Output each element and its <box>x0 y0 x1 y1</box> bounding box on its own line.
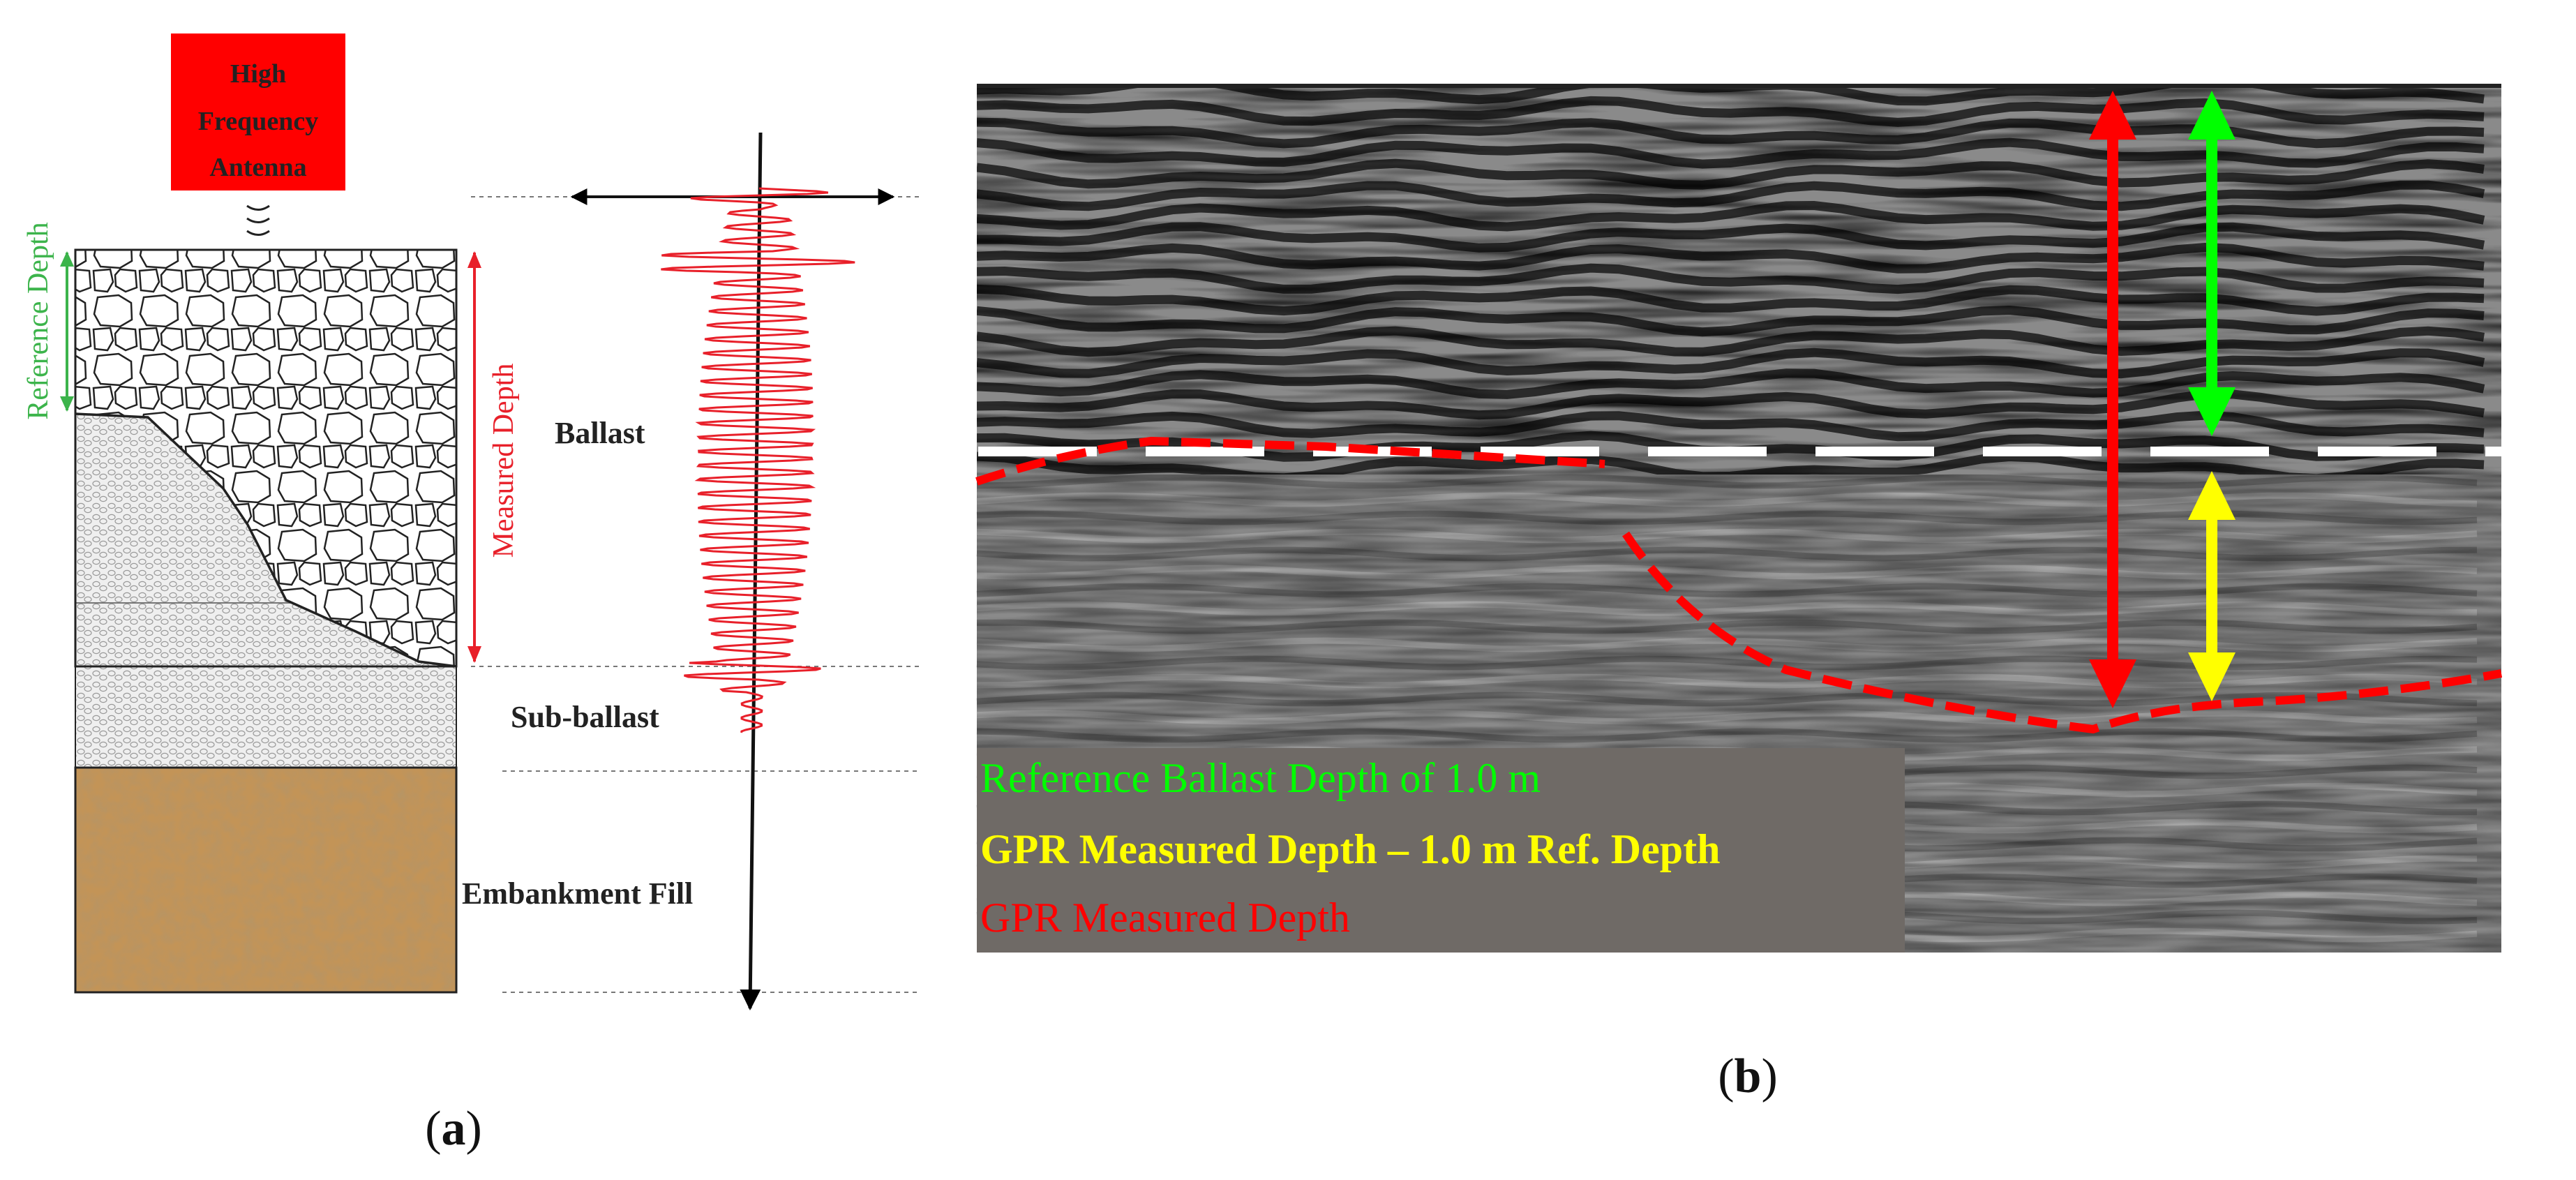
measured-depth-arrow <box>467 251 481 663</box>
antenna-label-line-2: Frequency <box>198 107 318 136</box>
reference-depth-arrow <box>60 251 74 412</box>
high-frequency-antenna: High Frequency Antenna <box>171 33 345 236</box>
gpr-radargram <box>976 84 2501 953</box>
sub-ballast-label: Sub-ballast <box>511 700 659 734</box>
reference-depth-label: Reference Depth <box>22 222 54 419</box>
depth-guide-lines <box>471 196 921 993</box>
ballast-layer <box>75 250 456 666</box>
antenna-box <box>171 33 345 191</box>
measured-depth-arrow-b <box>2089 91 2136 708</box>
trace-time-axis <box>740 132 763 1010</box>
legend-measured: GPR Measured Depth <box>980 895 1350 941</box>
signal-waves-icon <box>246 204 270 236</box>
legend-difference: GPR Measured Depth – 1.0 m Ref. Depth <box>980 826 1720 872</box>
panel-a: High Frequency Antenna Reference Depth <box>22 33 921 1156</box>
legend-reference: Reference Ballast Depth of 1.0 m <box>980 755 1541 801</box>
ballast-boundary-line <box>75 412 457 668</box>
reference-depth-arrow-b <box>2188 91 2236 436</box>
ballast-label: Ballast <box>555 416 645 450</box>
measured-depth-label: Measured Depth <box>488 364 520 558</box>
antenna-label-line-3: Antenna <box>209 153 306 182</box>
embankment-fill-layer <box>74 766 458 994</box>
panel-b: Reference Ballast Depth of 1.0 m GPR Mea… <box>975 84 2503 1103</box>
legend-box: Reference Ballast Depth of 1.0 m GPR Mea… <box>977 748 1905 953</box>
difference-arrow-b <box>2188 471 2236 701</box>
measured-depth-line <box>975 436 2503 734</box>
antenna-label-line-1: High <box>230 59 286 89</box>
embankment-fill-label: Embankment Fill <box>462 876 693 911</box>
caption-b: (b) <box>1718 1050 1778 1103</box>
ballast-top-edge <box>74 248 458 668</box>
caption-a: (a) <box>425 1102 482 1156</box>
gpr-trace-waveform <box>661 187 855 733</box>
